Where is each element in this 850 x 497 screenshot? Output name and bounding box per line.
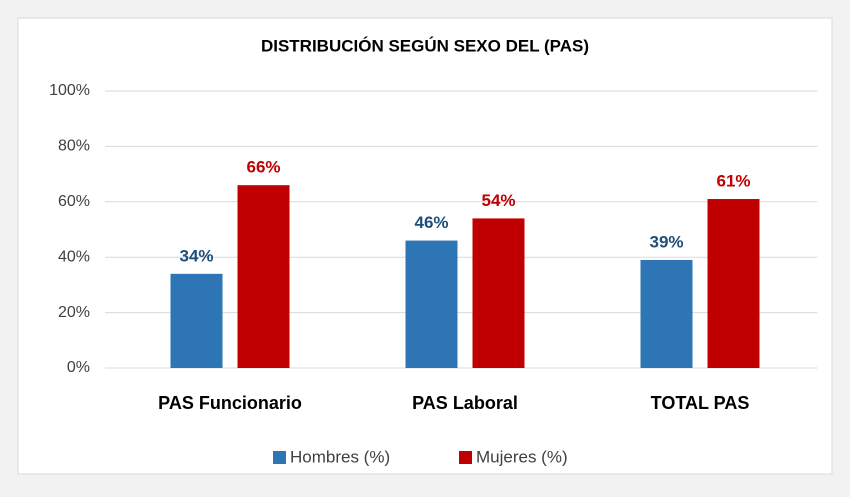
data-label: 66% — [246, 158, 280, 177]
legend-swatch — [273, 451, 286, 464]
data-label: 54% — [481, 191, 515, 210]
bar — [707, 199, 760, 368]
y-tick-label: 100% — [49, 82, 90, 99]
y-tick-label: 80% — [58, 138, 90, 155]
y-tick-label: 20% — [58, 304, 90, 321]
data-label: 39% — [649, 232, 683, 251]
legend-label: Mujeres (%) — [476, 447, 568, 466]
y-tick-label: 0% — [67, 359, 90, 376]
bar — [640, 259, 693, 368]
x-tick-label: PAS Funcionario — [158, 393, 302, 413]
legend-label: Hombres (%) — [290, 447, 390, 466]
x-tick-label: PAS Laboral — [412, 393, 518, 413]
data-label: 46% — [414, 213, 448, 232]
x-tick-label: TOTAL PAS — [651, 393, 750, 413]
data-label: 61% — [716, 172, 750, 191]
legend-swatch — [459, 451, 472, 464]
y-tick-label: 60% — [58, 193, 90, 210]
y-tick-label: 40% — [58, 248, 90, 265]
bar — [237, 185, 290, 368]
bar — [405, 240, 458, 368]
bar — [472, 218, 525, 368]
bar — [170, 273, 223, 368]
data-label: 34% — [179, 246, 213, 265]
chart-title: DISTRIBUCIÓN SEGÚN SEXO DEL (PAS) — [261, 36, 589, 55]
